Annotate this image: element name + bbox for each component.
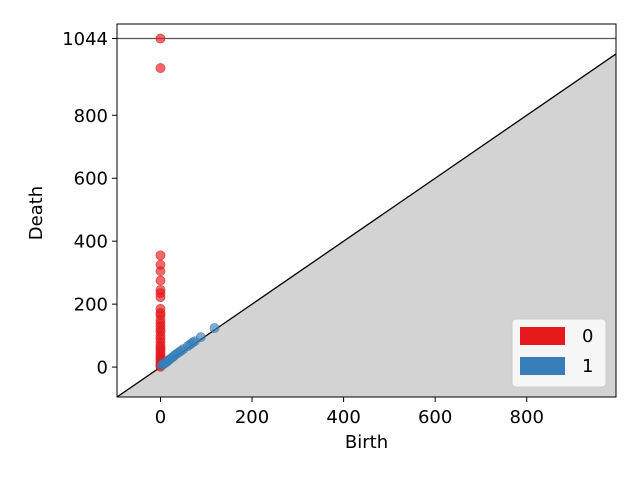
y-tick-label: 800 (74, 106, 108, 127)
series-0-point (155, 275, 166, 286)
legend-swatch-1 (520, 357, 565, 375)
y-tick-label: 0 (97, 358, 108, 379)
plot-frame (116, 23, 617, 398)
legend-label-1: 1 (582, 356, 593, 377)
plot-area (117, 33, 616, 397)
series-0-point (155, 33, 166, 44)
series-1-point (195, 332, 206, 343)
x-tick-label: 600 (418, 407, 452, 428)
x-tick-label: 800 (510, 407, 544, 428)
series-1-point (209, 323, 220, 333)
y-axis: 0 200 400 600 800 1044 (62, 29, 117, 379)
series-0-point (155, 250, 166, 261)
x-axis: 0 200 400 600 800 (155, 397, 544, 428)
series-0-point (155, 266, 166, 276)
series-0-point (155, 292, 166, 303)
y-tick-label: 1044 (62, 29, 108, 50)
x-axis-label: Birth (345, 432, 388, 453)
y-tick-label: 400 (74, 232, 108, 253)
series-0-point (155, 63, 166, 73)
legend-swatch-0 (520, 327, 565, 345)
x-tick-label: 200 (235, 407, 269, 428)
y-tick-label: 200 (74, 295, 108, 316)
x-tick-label: 400 (326, 407, 360, 428)
legend-label-0: 0 (582, 326, 593, 347)
x-tick-label: 0 (155, 407, 166, 428)
y-axis-label: Death (26, 186, 47, 240)
legend: 01 (511, 318, 607, 388)
y-tick-label: 600 (74, 169, 108, 190)
